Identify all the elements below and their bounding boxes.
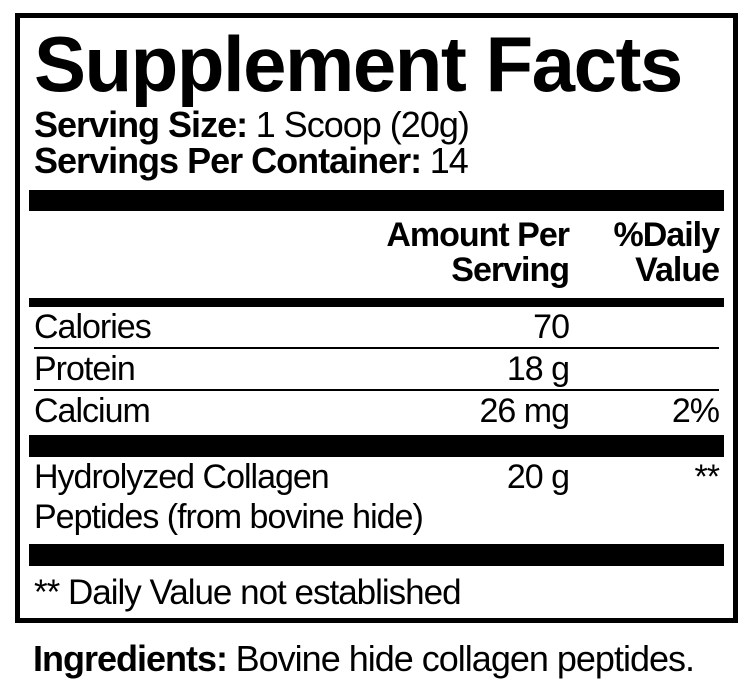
nutrient-amount: 18 g	[506, 350, 570, 388]
nutrient-name: Protein	[34, 350, 136, 388]
percent-daily-value-header: %Daily Value	[569, 216, 721, 289]
daily-value-footnote: ** Daily Value not established	[34, 573, 462, 612]
amount-per-serving-header: Amount Per Serving	[354, 216, 570, 289]
column-header-row: Amount Per Serving %Daily Value	[34, 211, 721, 298]
amount-header-line1: Amount Per	[386, 216, 570, 254]
nutrient-dv: **	[694, 458, 720, 496]
table-row-collagen: Hydrolyzed Collagen Peptides (from bovin…	[34, 457, 720, 539]
serving-size-line: Serving Size: 1 Scoop (20g)	[34, 107, 719, 143]
top-divider-bar	[29, 190, 724, 211]
facts-box: Supplement Facts Serving Size: 1 Scoop (2…	[15, 13, 738, 623]
ingredients-value: Bovine hide collagen peptides.	[235, 638, 695, 679]
nutrient-amount: 26 mg	[479, 392, 571, 430]
table-row-protein: Protein 18 g	[34, 349, 719, 391]
header-divider-bar	[29, 298, 724, 307]
nutrient-name: Calories	[34, 308, 152, 346]
nutrient-amount: 70	[533, 308, 570, 346]
servings-per-container-value: 14	[429, 140, 469, 181]
nutrients-divider-bar	[29, 435, 724, 457]
table-row-calcium: Calcium 26 mg 2%	[34, 391, 720, 431]
dv-header-line1: %Daily	[613, 216, 721, 254]
amount-header-line2: Serving	[451, 251, 570, 289]
servings-per-container-label: Servings Per Container:	[34, 140, 422, 181]
servings-per-container-line: Servings Per Container: 14	[34, 143, 719, 179]
table-row-calories: Calories 70	[34, 307, 719, 349]
footnote-divider-bar	[29, 544, 724, 566]
panel-title: Supplement Facts	[34, 20, 683, 108]
ingredients-line: Ingredients: Bovine hide collagen peptide…	[33, 638, 695, 679]
serving-size-value: 1 Scoop (20g)	[255, 104, 470, 145]
nutrient-dv: 2%	[671, 392, 720, 430]
dv-header-line2: Value	[635, 251, 720, 289]
serving-size-label: Serving Size:	[34, 104, 248, 145]
nutrient-amount: 20 g	[506, 458, 570, 496]
nutrient-name: Hydrolyzed Collagen Peptides (from bovin…	[34, 458, 424, 536]
nutrient-name: Calcium	[34, 392, 151, 430]
ingredients-label: Ingredients:	[33, 638, 228, 679]
